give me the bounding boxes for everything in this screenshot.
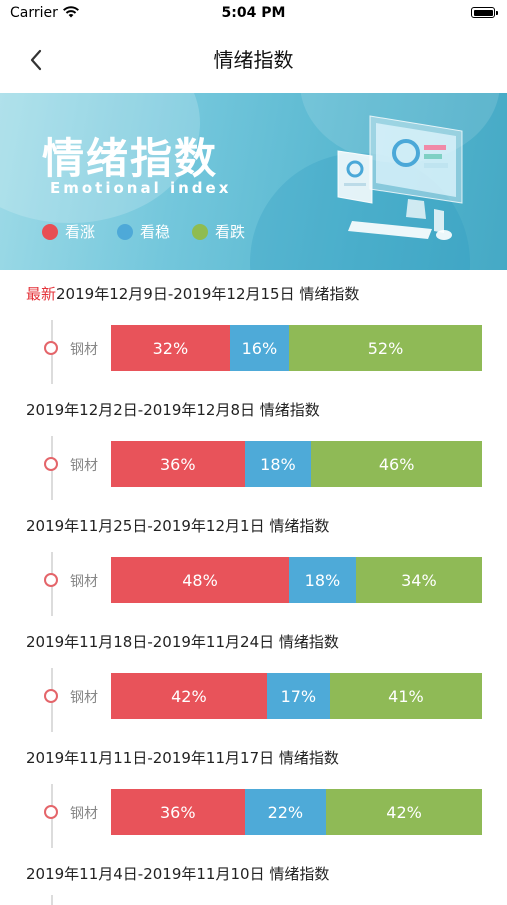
banner-subtitle: Emotional index: [50, 179, 232, 197]
week-range: 2019年12月2日-2019年12月8日 情绪指数: [26, 401, 320, 419]
timeline-dot: [44, 689, 58, 703]
week-header: 2019年11月25日-2019年12月1日 情绪指数: [26, 515, 329, 536]
hero-banner: 情绪指数 Emotional index 看涨 看稳 看跌: [0, 93, 507, 270]
legend-dot-up: [42, 223, 58, 240]
commodity-label: 钢材: [70, 458, 98, 474]
latest-badge: 最新: [26, 285, 57, 303]
up-percent: 48%: [182, 570, 218, 590]
up-percent: 36%: [159, 454, 196, 474]
wifi-icon: [63, 6, 79, 18]
index-row[interactable]: 钢材 42% 17% 41%: [0, 673, 507, 719]
stable-percent: 18%: [304, 570, 341, 590]
legend-label-up: 看涨: [65, 223, 96, 241]
down-segment: 34%: [355, 557, 482, 603]
down-percent: 34%: [401, 570, 437, 590]
down-segment: 46%: [311, 441, 482, 487]
stable-segment: 18%: [244, 441, 312, 487]
down-percent: 52%: [367, 338, 404, 358]
sentiment-bar: 36% 18% 46%: [111, 441, 482, 487]
week-header: 最新2019年12月9日-2019年12月15日 情绪指数: [26, 283, 359, 304]
stable-percent: 16%: [241, 338, 278, 358]
week-header: 2019年11月4日-2019年11月10日 情绪指数: [26, 863, 329, 884]
legend-item-down: 看跌: [192, 221, 245, 242]
timeline-dot: [44, 573, 58, 587]
index-row[interactable]: 钢材 36% 22% 42%: [0, 789, 507, 835]
week-range: 2019年11月11日-2019年11月17日 情绪指数: [26, 749, 339, 767]
week-header: 2019年11月11日-2019年11月17日 情绪指数: [26, 747, 339, 768]
week-range: 2019年12月9日-2019年12月15日 情绪指数: [56, 285, 360, 303]
legend-dot-stable: [117, 223, 134, 240]
page-title: 情绪指数: [213, 48, 294, 72]
clock: 5:04 PM: [221, 5, 286, 21]
week-range: 2019年11月4日-2019年11月10日 情绪指数: [26, 865, 330, 883]
week-header: 2019年12月2日-2019年12月8日 情绪指数: [26, 399, 320, 420]
stable-segment: 17%: [266, 673, 330, 719]
nav-bar: 情绪指数: [0, 28, 507, 90]
computer-illustration: [337, 115, 463, 240]
week-range: 2019年11月18日-2019年11月24日 情绪指数: [26, 633, 339, 651]
week-header: 2019年11月18日-2019年11月24日 情绪指数: [26, 631, 339, 652]
stable-percent: 18%: [260, 454, 296, 474]
sentiment-bar: 32% 16% 52%: [111, 325, 482, 371]
sentiment-bar: 48% 18% 34%: [111, 557, 482, 603]
timeline-dot: [44, 457, 58, 471]
legend-item-up: 看涨: [42, 221, 95, 242]
up-segment: 36%: [111, 441, 245, 487]
up-segment: 48%: [111, 557, 290, 603]
down-percent: 46%: [378, 454, 415, 474]
legend-item-stable: 看稳: [117, 221, 170, 242]
legend-dot-down: [192, 223, 209, 240]
up-segment: 32%: [111, 325, 230, 371]
commodity-label: 钢材: [70, 690, 98, 706]
legend-label-stable: 看稳: [140, 223, 171, 241]
banner-title: 情绪指数: [42, 134, 219, 183]
up-segment: 42%: [111, 673, 267, 719]
stable-segment: 22%: [244, 789, 327, 835]
up-segment: 36%: [111, 789, 245, 835]
battery-icon: [471, 7, 498, 18]
commodity-label: 钢材: [70, 574, 98, 590]
index-row[interactable]: 钢材 32% 16% 52%: [0, 325, 507, 371]
carrier-label: Carrier: [10, 5, 58, 21]
commodity-label: 钢材: [70, 342, 98, 358]
down-percent: 41%: [388, 686, 424, 706]
stable-percent: 17%: [280, 686, 317, 706]
status-bar: Carrier 5:04 PM: [0, 0, 507, 28]
back-button[interactable]: [22, 46, 50, 74]
index-row[interactable]: 钢材 48% 18% 34%: [0, 557, 507, 603]
timeline-dot: [44, 341, 58, 355]
up-percent: 42%: [171, 686, 207, 706]
week-range: 2019年11月25日-2019年12月1日 情绪指数: [26, 517, 330, 535]
timeline-dot: [44, 805, 58, 819]
up-percent: 32%: [152, 338, 189, 358]
chevron-left-icon: [30, 49, 42, 71]
down-segment: 41%: [329, 673, 482, 719]
stable-percent: 22%: [267, 802, 304, 822]
index-row[interactable]: 钢材 36% 18% 46%: [0, 441, 507, 487]
legend: 看涨 看稳 看跌: [42, 221, 267, 242]
stable-segment: 16%: [229, 325, 290, 371]
commodity-label: 钢材: [70, 806, 98, 822]
stable-segment: 18%: [289, 557, 356, 603]
down-percent: 42%: [386, 802, 422, 822]
down-segment: 42%: [326, 789, 482, 835]
down-segment: 52%: [289, 325, 482, 371]
legend-label-down: 看跌: [215, 223, 246, 241]
sentiment-bar: 42% 17% 41%: [111, 673, 482, 719]
up-percent: 36%: [159, 802, 196, 822]
timeline-line: [51, 895, 53, 905]
sentiment-bar: 36% 22% 42%: [111, 789, 482, 835]
